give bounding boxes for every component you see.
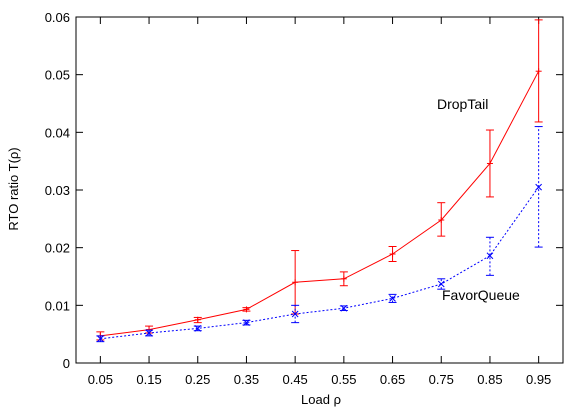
y-tick-label: 0.04	[45, 125, 70, 140]
series-label-droptail: DropTail	[437, 96, 488, 112]
y-tick-label: 0.01	[45, 298, 70, 313]
data-point-favorqueue	[486, 252, 494, 260]
x-tick-label: 0.45	[282, 372, 307, 387]
series-label-favorqueue: FavorQueue	[442, 287, 520, 303]
x-tick-label: 0.35	[234, 372, 259, 387]
data-point-favorqueue	[389, 295, 396, 302]
marker-stroke	[194, 325, 202, 332]
marker-stroke	[437, 280, 445, 288]
marker-stroke	[145, 329, 153, 337]
x-tick-label: 0.05	[88, 372, 113, 387]
x-tick-label: 0.65	[380, 372, 405, 387]
data-point-favorqueue	[243, 319, 250, 326]
y-tick-label: 0.05	[45, 68, 70, 83]
y-tick-label: 0.02	[45, 241, 70, 256]
marker-stroke	[389, 295, 396, 302]
data-point-favorqueue	[437, 280, 445, 288]
series-line-favorqueue	[100, 186, 540, 340]
marker-stroke	[291, 310, 299, 318]
data-point-favorqueue	[535, 183, 543, 191]
data-point-favorqueue	[145, 329, 153, 337]
data-point-droptail	[340, 275, 347, 282]
x-tick-label: 0.55	[331, 372, 356, 387]
marker-stroke	[243, 319, 250, 326]
marker-stroke	[486, 252, 494, 260]
data-point-droptail	[243, 306, 250, 313]
y-tick-label: 0.03	[45, 183, 70, 198]
x-axis-label: Load ρ	[301, 392, 341, 407]
data-point-droptail	[389, 251, 396, 258]
data-point-droptail	[486, 160, 493, 167]
data-point-favorqueue	[194, 325, 202, 332]
data-point-droptail	[535, 68, 542, 75]
x-tick-label: 0.75	[429, 372, 454, 387]
x-tick-label: 0.25	[185, 372, 210, 387]
y-tick-label: 0	[63, 356, 70, 371]
data-point-favorqueue	[340, 304, 348, 312]
data-point-droptail	[438, 216, 445, 223]
series-line-droptail	[100, 70, 540, 337]
data-point-droptail	[194, 316, 201, 323]
data-point-droptail	[292, 279, 299, 286]
marker-stroke	[96, 335, 104, 343]
marker-stroke	[535, 183, 543, 191]
data-point-favorqueue	[96, 335, 104, 343]
error-bar-favorqueue	[485, 236, 494, 276]
y-tick-label: 0.06	[45, 10, 70, 25]
marker-stroke	[340, 304, 348, 312]
series-favorqueue	[96, 126, 543, 343]
x-tick-label: 0.95	[526, 372, 551, 387]
data-point-favorqueue	[291, 310, 299, 318]
x-tick-label: 0.85	[477, 372, 502, 387]
y-axis-label: RTO ratio T(ρ)	[6, 147, 21, 230]
x-tick-label: 0.15	[136, 372, 161, 387]
